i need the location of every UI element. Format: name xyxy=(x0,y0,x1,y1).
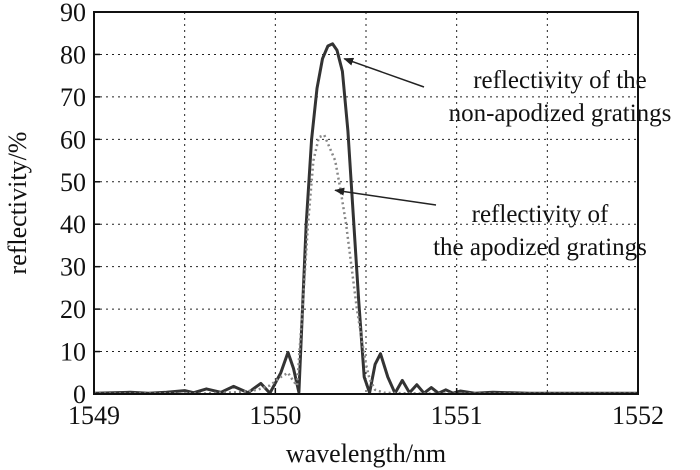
x-tick-label: 1552 xyxy=(612,401,664,430)
tick-labels: 1549 1550 1551 1552 0 10 20 30 40 50 60 70 80 90 xyxy=(60,0,664,430)
annotation-1: reflectivity of the non-apodized gratings xyxy=(343,57,672,127)
plot-frame xyxy=(93,11,639,395)
y-tick-label: 40 xyxy=(60,210,86,239)
y-tick-label: 50 xyxy=(60,168,86,197)
annotation-text: non-apodized gratings xyxy=(449,100,672,127)
annotation-text: reflectivity of the xyxy=(473,67,647,94)
x-tick-label: 1549 xyxy=(68,401,120,430)
x-tick-label: 1550 xyxy=(249,401,301,430)
series-group xyxy=(93,42,638,395)
annotation-arrow xyxy=(343,57,425,88)
annotation-2: reflectivity of the apodized gratings xyxy=(334,187,647,261)
annotation-text: reflectivity of xyxy=(472,201,609,228)
y-tick-label: 60 xyxy=(60,125,86,154)
y-tick-label: 0 xyxy=(73,380,86,409)
x-axis-title: wavelength/nm xyxy=(286,439,446,468)
y-axis-title: reflectivity/% xyxy=(3,132,32,275)
y-tick-label: 30 xyxy=(60,253,86,282)
series-line-2 xyxy=(94,133,638,395)
y-tick-label: 80 xyxy=(60,40,86,69)
y-tick-label: 70 xyxy=(60,83,86,112)
x-tick-label: 1551 xyxy=(431,401,483,430)
annotations: reflectivity of the non-apodized gratings… xyxy=(334,57,672,261)
y-tick-label: 90 xyxy=(60,0,86,27)
y-tick-label: 10 xyxy=(60,338,86,367)
annotation-text: the apodized gratings xyxy=(433,234,647,261)
annotation-arrow xyxy=(334,187,437,206)
y-tick-label: 20 xyxy=(60,295,86,324)
